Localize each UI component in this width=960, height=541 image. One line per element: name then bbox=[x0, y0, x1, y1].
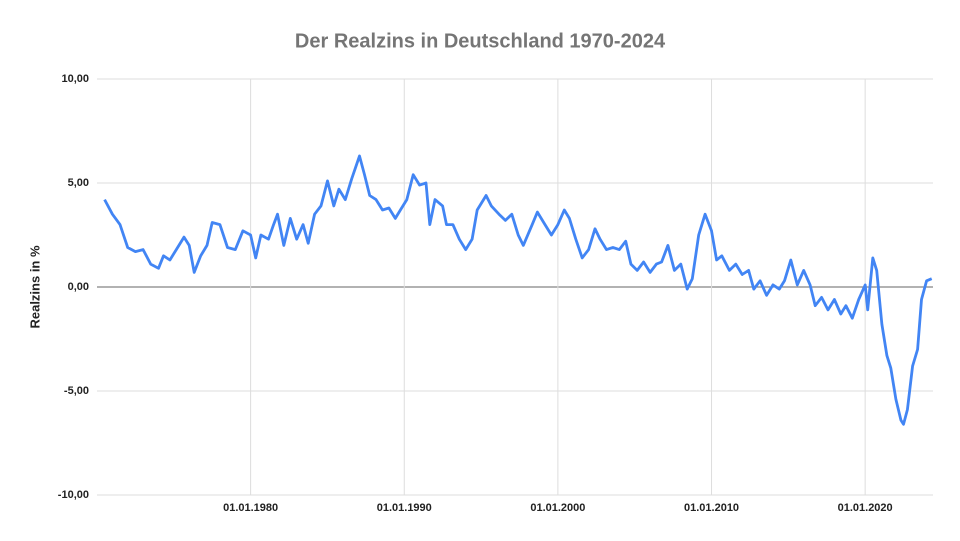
x-tick-label: 01.01.2010 bbox=[684, 502, 739, 514]
y-tick-label: -10,00 bbox=[58, 489, 89, 501]
y-tick-label: -5,00 bbox=[64, 385, 89, 397]
y-tick-label: 5,00 bbox=[68, 177, 89, 189]
y-tick-label: 0,00 bbox=[68, 281, 89, 293]
y-axis-label: Realzins in % bbox=[27, 245, 42, 329]
x-tick-label: 01.01.2000 bbox=[530, 502, 585, 514]
x-tick-label: 01.01.1990 bbox=[377, 502, 432, 514]
data-line bbox=[103, 154, 933, 426]
chart-title: Der Realzins in Deutschland 1970-2024 bbox=[295, 30, 666, 52]
y-tick-label: 10,00 bbox=[61, 73, 89, 85]
x-tick-label: 01.01.1980 bbox=[223, 502, 278, 514]
x-tick-label: 01.01.2020 bbox=[838, 502, 893, 514]
